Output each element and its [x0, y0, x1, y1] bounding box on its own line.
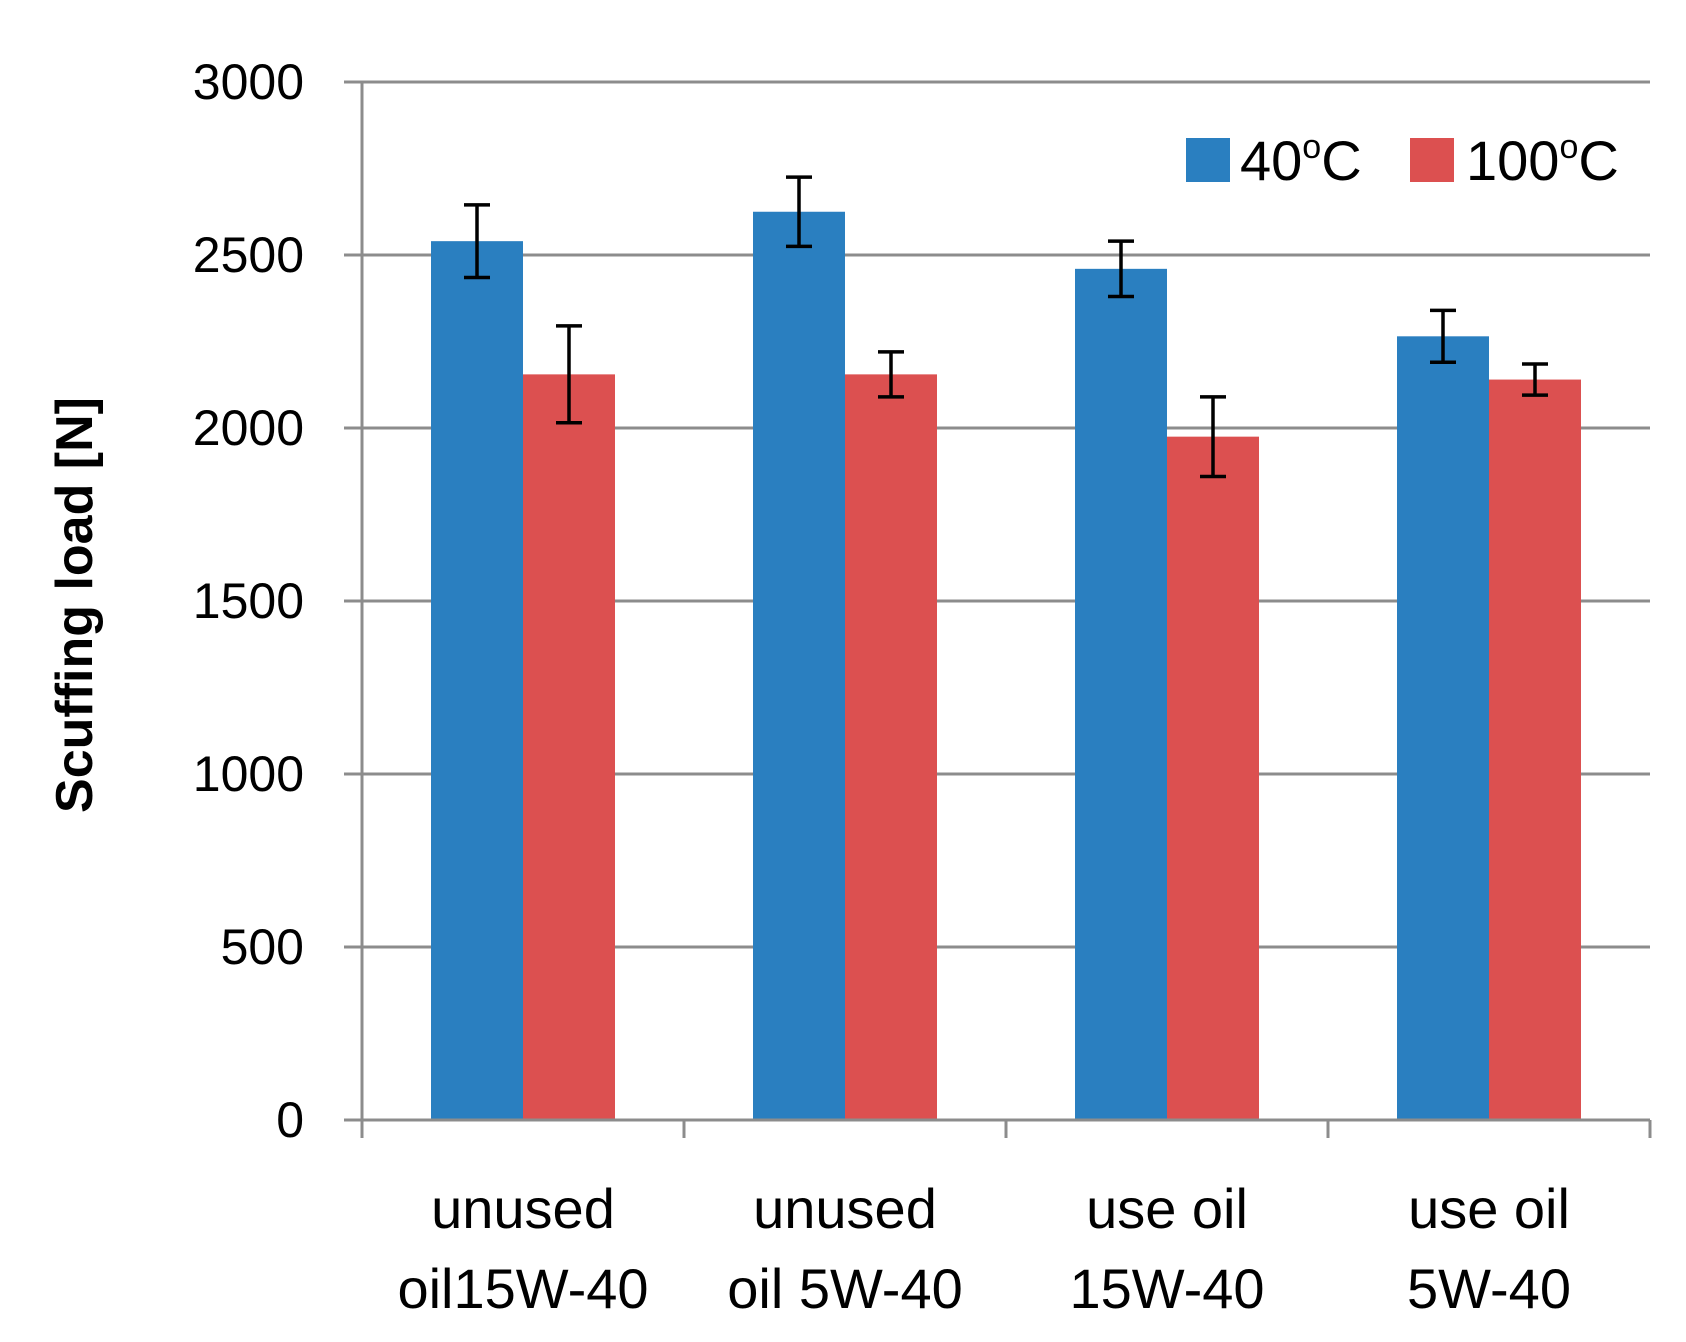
y-tick-label: 2000 [193, 400, 304, 456]
bar-40-1 [753, 211, 845, 1120]
axes [344, 80, 1652, 1138]
x-category-label: unused oil15W-40 [397, 1177, 648, 1320]
y-axis-title: Scuffing load [N] [46, 397, 104, 813]
y-tick-label: 3000 [193, 54, 304, 110]
legend-swatch-40 [1186, 138, 1230, 182]
bar-100-2 [1167, 436, 1259, 1120]
y-tick-labels: 0 500 1000 1500 2000 2500 3000 [193, 54, 304, 1148]
x-category-label: use oil 5W-40 [1407, 1177, 1571, 1320]
bar-40-3 [1397, 336, 1489, 1120]
x-category-labels: unused oil15W-40 unused oil 5W-40 use oil 15W… [397, 1177, 1571, 1320]
legend-label-40: 40oC [1240, 128, 1362, 192]
legend-swatch-100 [1410, 138, 1454, 182]
bar-100-1 [845, 374, 937, 1120]
bar-40-0 [431, 241, 523, 1120]
bar-100-0 [523, 374, 615, 1120]
legend-label-100: 100oC [1466, 128, 1619, 192]
y-tick-label: 2500 [193, 227, 304, 283]
bars [431, 211, 1581, 1121]
legend: 40oC 100oC [1186, 128, 1619, 192]
error-bars [464, 175, 1548, 479]
y-tick-label: 0 [276, 1092, 304, 1148]
y-tick-label: 500 [221, 919, 304, 975]
bar-100-3 [1489, 379, 1581, 1120]
y-tick-label: 1500 [193, 573, 304, 629]
bar-40-2 [1075, 268, 1167, 1121]
x-category-label: unused oil 5W-40 [727, 1177, 963, 1320]
x-category-label: use oil 15W-40 [1069, 1177, 1264, 1320]
y-tick-label: 1000 [193, 746, 304, 802]
